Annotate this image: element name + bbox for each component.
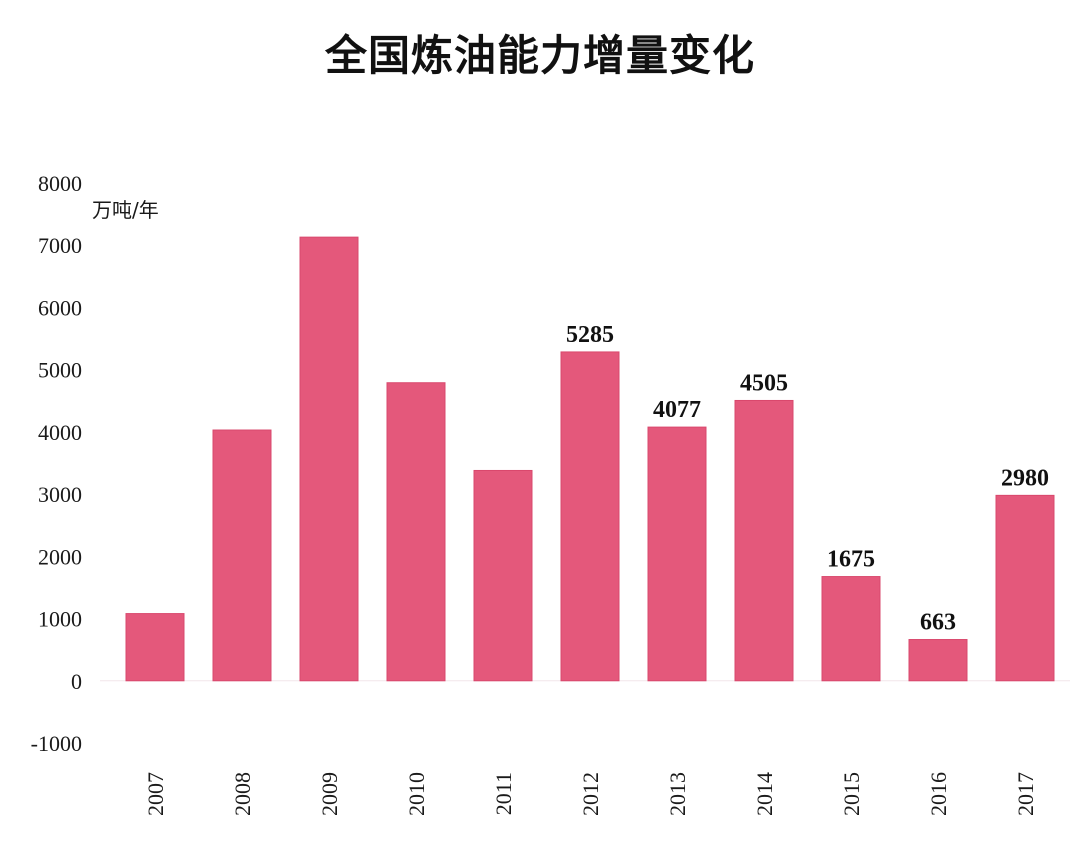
x-tick-label: 2013 (665, 772, 690, 816)
x-tick-label: 2007 (143, 772, 168, 816)
y-tick-label: 3000 (38, 482, 82, 507)
x-axis: 2007 2008 2009 2010 2011 2012 2013 2014 2015 2016… (143, 772, 1038, 816)
y-tick-label: 5000 (38, 358, 82, 383)
y-tick-label: 1000 (38, 607, 82, 632)
x-tick-label: 2014 (752, 772, 777, 816)
bar (647, 426, 707, 682)
y-axis-unit-label: 万吨/年 (92, 198, 159, 222)
x-tick-label: 2017 (1013, 772, 1038, 816)
x-tick-label: 2008 (230, 772, 255, 816)
data-label: 4077 (653, 397, 701, 423)
bar (473, 469, 533, 682)
x-tick-label: 2009 (317, 772, 342, 816)
bars (125, 236, 1055, 682)
y-tick-label: 4000 (38, 420, 82, 445)
y-tick-label: 8000 (38, 171, 82, 196)
x-tick-label: 2011 (491, 772, 516, 815)
y-tick-label: 7000 (38, 233, 82, 258)
x-tick-label: 2012 (578, 772, 603, 816)
y-tick-label: 2000 (38, 544, 82, 569)
y-tick-label: -1000 (31, 731, 82, 756)
x-tick-label: 2010 (404, 772, 429, 816)
data-label: 663 (920, 610, 956, 636)
y-tick-label: 6000 (38, 295, 82, 320)
bar (299, 236, 359, 682)
data-label: 5285 (566, 322, 614, 348)
bar (995, 494, 1055, 682)
x-tick-label: 2015 (839, 772, 864, 816)
data-label: 2980 (1001, 465, 1049, 491)
bar (734, 399, 794, 682)
y-tick-label: 0 (71, 669, 82, 694)
bar (908, 639, 968, 682)
data-label: 1675 (827, 547, 875, 573)
bar (386, 382, 446, 682)
bar (212, 429, 272, 682)
bar (560, 351, 620, 682)
bar (125, 613, 185, 682)
bar (821, 576, 881, 682)
data-labels: 5285 4077 4505 1675 663 2980 (566, 322, 1049, 636)
chart-title: 全国炼油能力增量变化 (324, 31, 755, 80)
data-label: 4505 (740, 370, 788, 396)
y-axis: 8000 7000 6000 5000 4000 3000 2000 1000 0 -1000 (31, 171, 82, 756)
x-tick-label: 2016 (926, 772, 951, 816)
